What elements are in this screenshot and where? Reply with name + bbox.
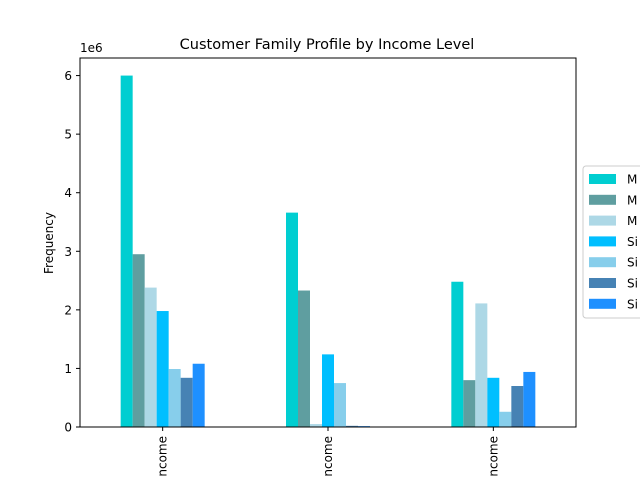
legend-label: M [627,214,637,228]
y-tick-label: 3 [64,245,72,259]
y-tick-label: 1 [64,362,72,376]
y-tick-label: 4 [64,186,72,200]
bar [487,377,500,427]
legend-label: Si [627,235,638,249]
axes-group: 0 1 2 3 4 5 6 ncome ncome ncome [64,57,577,477]
bar [286,212,298,427]
y-tick-label: 0 [64,421,72,435]
bar [144,287,157,427]
bar [499,411,512,427]
bar [156,311,169,427]
bar [346,425,358,427]
bar [451,281,464,427]
bar [463,380,476,427]
bar [511,386,524,427]
legend-swatch [589,215,616,226]
bars-group [120,75,536,428]
bar [120,75,133,428]
bar [298,290,310,427]
bar [475,303,488,427]
legend-label: M [627,193,637,207]
legend-label: Si [627,256,638,270]
legend-swatch [589,236,616,247]
x-tick-label: ncome [156,436,170,477]
bar [322,354,334,427]
legend-swatch [589,257,616,268]
x-tick-label: ncome [321,436,335,477]
bar [310,424,322,427]
legend-label: Si [627,297,638,311]
bar [523,371,536,427]
bar [132,254,145,427]
chart-title: Customer Family Profile by Income Level [180,37,475,53]
bar [180,377,193,427]
y-axis-scale-label: 1e6 [80,41,103,55]
legend-swatch [589,278,616,288]
x-tick-label: ncome [486,436,500,477]
legend-swatch [589,174,616,184]
bar [192,363,205,427]
legend-swatch [589,298,616,309]
legend-label: M [627,173,637,187]
y-tick-label: 6 [64,69,72,83]
bar [334,383,346,427]
bar [168,369,181,427]
y-tick-label: 5 [64,128,72,142]
legend-label: Si [627,277,638,291]
y-tick-label: 2 [64,303,72,317]
y-axis-label: Frequency [42,212,56,274]
legend-swatch [589,194,616,205]
